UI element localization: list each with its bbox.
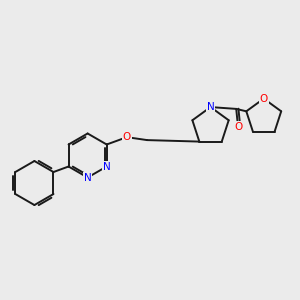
- Text: N: N: [207, 102, 214, 112]
- Text: O: O: [234, 122, 242, 132]
- Text: N: N: [103, 161, 111, 172]
- Text: O: O: [123, 132, 131, 142]
- Text: N: N: [84, 172, 92, 182]
- Text: O: O: [260, 94, 268, 103]
